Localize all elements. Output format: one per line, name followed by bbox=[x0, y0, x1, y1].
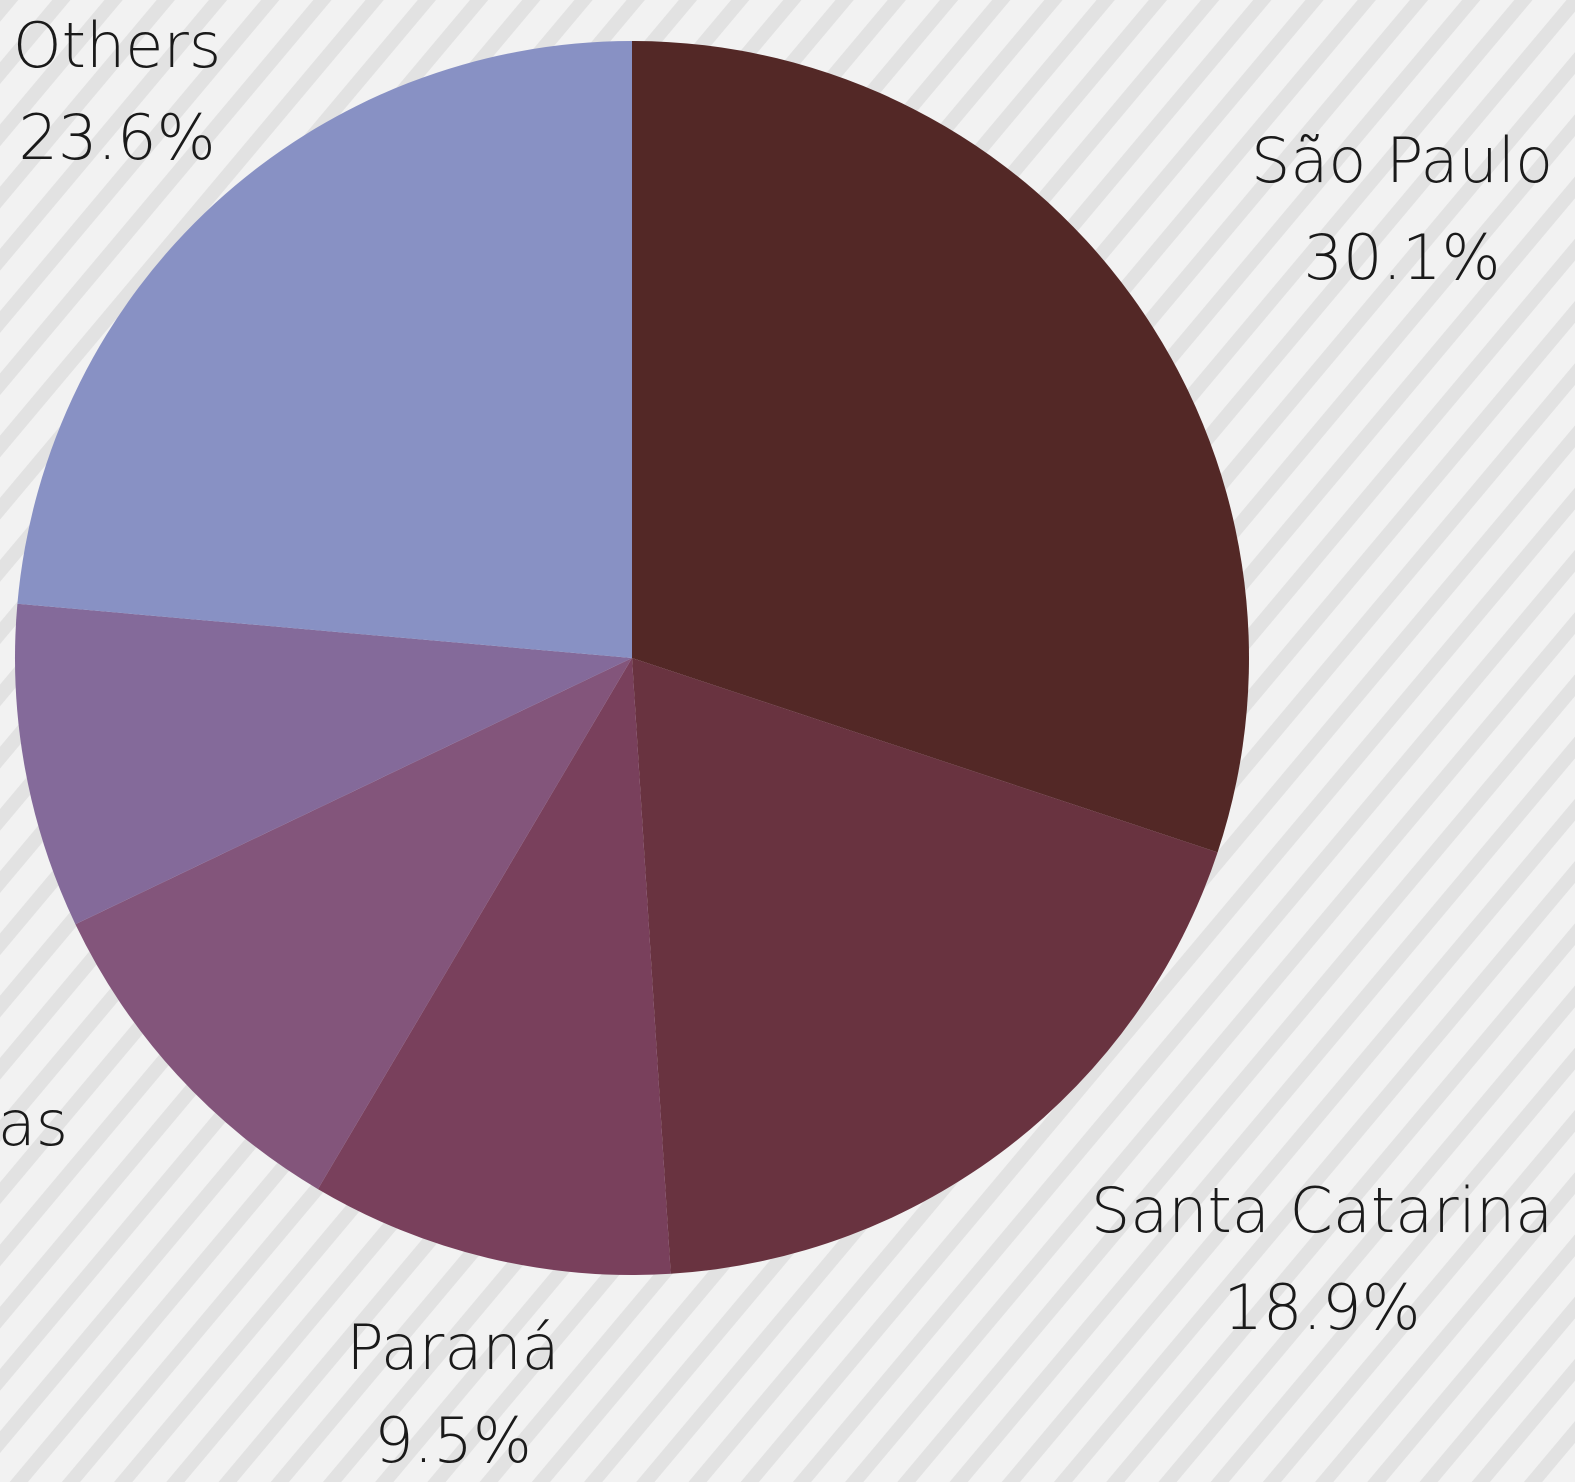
slice-label: Paraná bbox=[346, 1311, 559, 1384]
slice-value-label: 30.1% bbox=[1304, 221, 1501, 294]
slice-label: São Paulo bbox=[1251, 124, 1553, 197]
slice-label: Santa Catarina bbox=[1091, 1174, 1553, 1247]
slice-label: as bbox=[0, 1087, 68, 1160]
slice-value-label: 9.5% bbox=[374, 1404, 532, 1477]
slice-label: Others bbox=[13, 9, 221, 82]
pie-slice bbox=[75, 658, 632, 1190]
pie-slice bbox=[632, 658, 1218, 1274]
slice-value-label: 18.9% bbox=[1224, 1271, 1421, 1344]
pie-slice bbox=[632, 41, 1249, 853]
pie-slice bbox=[17, 41, 633, 658]
pie-slice bbox=[317, 658, 671, 1275]
pie-slice bbox=[14, 603, 632, 925]
slice-value-label: 23.6% bbox=[19, 101, 216, 174]
